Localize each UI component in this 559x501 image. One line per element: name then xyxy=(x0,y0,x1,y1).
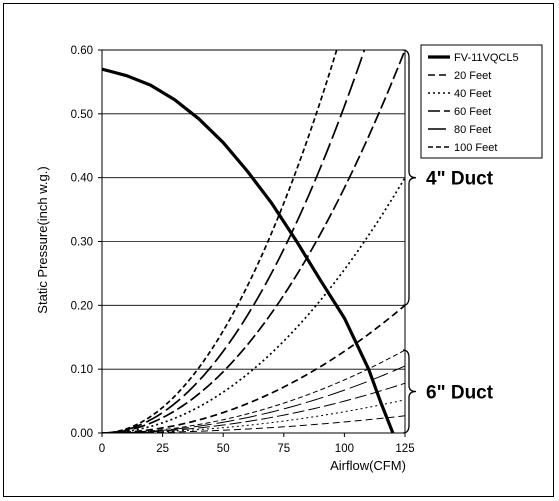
y-tick-label: 0.40 xyxy=(71,173,93,185)
legend-label: 100 Feet xyxy=(454,142,497,154)
legend-label: 80 Feet xyxy=(454,124,491,136)
duct-braces: 4" Duct 6" Duct xyxy=(402,49,494,434)
duct-curve xyxy=(102,349,405,433)
legend-label: 60 Feet xyxy=(454,106,491,118)
grid xyxy=(102,113,405,370)
legend: FV-11VQCL5 20 Feet 40 Feet 60 Feet 80 Feet 10… xyxy=(420,44,543,159)
legend-label: 20 Feet xyxy=(454,70,491,82)
duct-group-label: 6" Duct xyxy=(426,383,494,404)
duct-curve xyxy=(102,50,405,433)
plot-border xyxy=(101,49,406,434)
y-tick-label: 0.50 xyxy=(71,109,93,121)
duct-curve xyxy=(102,365,405,433)
legend-label: 40 Feet xyxy=(454,88,491,100)
x-tick-label: 100 xyxy=(335,443,354,455)
duct-brace xyxy=(402,349,417,434)
tick-labels: 0.00 0.10 0.20 0.30 0.40 0.50 0.60 0 25 50 75 100 12… xyxy=(71,45,415,455)
y-tick-label: 0.00 xyxy=(71,428,93,440)
y-tick-label: 0.20 xyxy=(71,300,93,312)
duct-curve xyxy=(102,177,405,433)
y-axis-label: Static Pressure(inch w.g.) xyxy=(35,166,50,313)
duct-group-label: 4" Duct xyxy=(426,169,494,190)
x-tick-label: 50 xyxy=(217,443,230,455)
y-tick-label: 0.30 xyxy=(71,237,93,249)
duct-curve xyxy=(102,50,366,433)
x-tick-label: 125 xyxy=(395,443,414,455)
fan-curve xyxy=(102,67,395,433)
y-tick-label: 0.10 xyxy=(71,364,93,376)
legend-label: FV-11VQCL5 xyxy=(454,52,519,64)
legend-box xyxy=(420,44,543,159)
y-tick-label: 0.60 xyxy=(71,45,93,57)
duct-curve xyxy=(102,382,405,433)
series-layer xyxy=(102,50,405,433)
duct-brace xyxy=(402,49,417,306)
x-tick-label: 25 xyxy=(156,443,169,455)
x-axis-label: Airflow(CFM) xyxy=(330,458,406,473)
x-tick-label: 75 xyxy=(277,443,290,455)
x-tick-label: 0 xyxy=(99,443,105,455)
duct-curve xyxy=(102,304,405,433)
